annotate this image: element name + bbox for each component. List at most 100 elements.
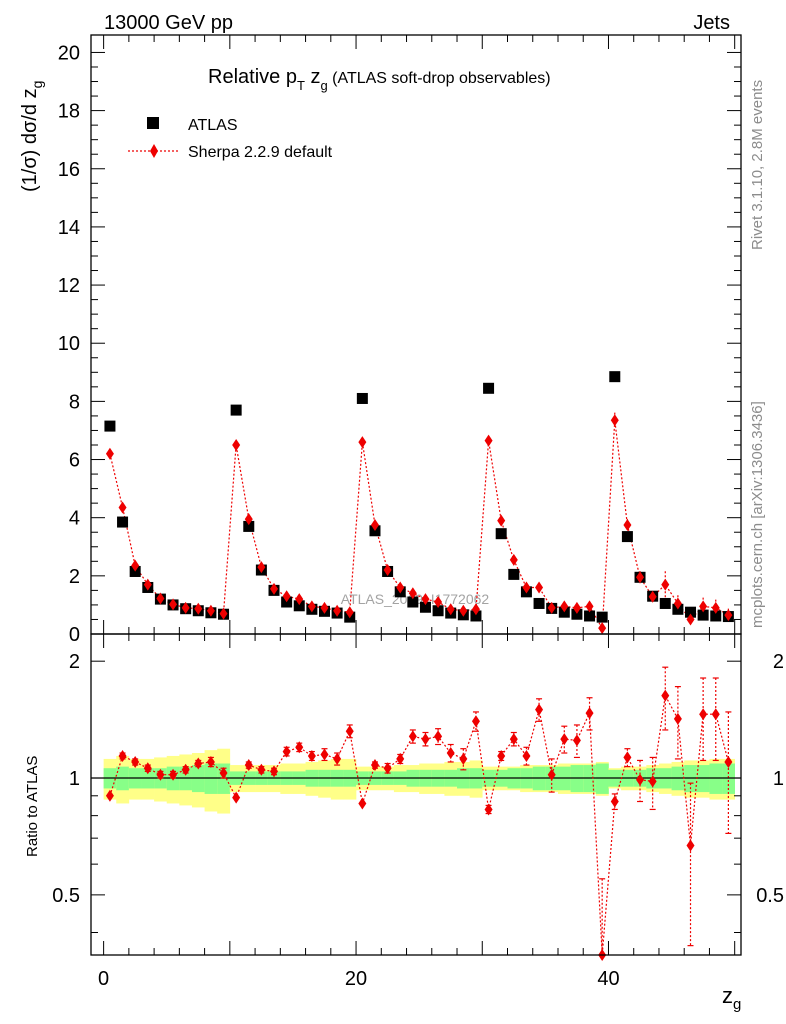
sherpa-point (131, 559, 140, 572)
ratio-point (131, 755, 140, 768)
sherpa-point (434, 596, 443, 609)
ratio-point (610, 795, 619, 808)
sherpa-point (169, 598, 178, 611)
main-ylabel: (1/σ) dσ/d zg (19, 81, 45, 192)
sherpa-point (282, 590, 291, 603)
ratio-point (181, 763, 190, 776)
ratio-point (673, 712, 682, 725)
sherpa-point (509, 553, 518, 566)
y-tick-label: 10 (58, 333, 80, 355)
atlas-point (596, 611, 608, 623)
sherpa-point (156, 592, 165, 605)
ratio-point (194, 757, 203, 770)
y-tick-label: 14 (58, 217, 80, 239)
x-tick-label: 0 (98, 968, 109, 990)
sherpa-point (522, 581, 531, 594)
atlas-point (407, 596, 419, 608)
ratio-point (333, 752, 342, 765)
sherpa-point (661, 578, 670, 591)
sherpa-point (295, 593, 304, 606)
atlas-point (609, 371, 621, 383)
ratio-point (206, 755, 215, 768)
ratio-y-tick-label: 1 (69, 768, 80, 790)
atlas-point (104, 420, 116, 432)
ratio-point (648, 775, 657, 788)
ratio-y-tick-label-right: 2 (773, 651, 784, 673)
ratio-point (295, 741, 304, 754)
x-tick-label: 40 (597, 968, 619, 990)
rivet-label: Rivet 3.1.10, 2.8M events (749, 80, 766, 250)
sherpa-point (711, 601, 720, 614)
y-tick-label: 0 (69, 624, 80, 646)
ratio-point (156, 768, 165, 781)
atlas-point (685, 606, 697, 618)
ratio-point (686, 839, 695, 852)
ratio-point (699, 708, 708, 721)
y-tick-label: 18 (58, 101, 80, 123)
atlas-point (243, 520, 255, 532)
main-panel: 0 2 4 6 8 10 12 14 16 18 20 (58, 34, 742, 646)
y-tick-label: 16 (58, 159, 80, 181)
ratio-panel: 0 20 40 0.5 0.5 1 1 2 2 (52, 633, 784, 990)
ratio-point (219, 767, 228, 780)
ratio-point (711, 708, 720, 721)
legend-label-atlas: ATLAS (188, 117, 238, 134)
sherpa-point (206, 604, 215, 617)
atlas-point (230, 404, 242, 416)
header-right: Jets (693, 12, 730, 34)
ratio-point (572, 734, 581, 747)
sherpa-point (345, 606, 354, 619)
sherpa-point (497, 514, 506, 527)
atlas-point (483, 382, 495, 394)
sherpa-point (232, 438, 241, 451)
ratio-point (560, 733, 569, 746)
ratio-point (408, 730, 417, 743)
header-left: 13000 GeV pp (104, 12, 233, 34)
ratio-point (421, 733, 430, 746)
sherpa-point (547, 601, 556, 614)
ratio-point (383, 762, 392, 775)
x-tick-label: 20 (345, 968, 367, 990)
y-tick-label: 8 (69, 391, 80, 413)
ratio-point (585, 707, 594, 720)
ratio-point (434, 730, 443, 743)
atlas-point (432, 605, 444, 617)
sherpa-point (370, 518, 379, 531)
ratio-point (358, 797, 367, 810)
band-inner (722, 763, 735, 794)
sherpa-point (598, 622, 607, 635)
legend-label-sherpa: Sherpa 2.2.9 default (188, 144, 333, 161)
ratio-point (446, 747, 455, 760)
ratio-point (320, 748, 329, 761)
ratio-point (345, 725, 354, 738)
ratio-point (257, 763, 266, 776)
sherpa-point (105, 447, 114, 460)
ratio-point (459, 752, 468, 765)
ratio-point (105, 789, 114, 802)
atlas-point (495, 528, 507, 540)
sherpa-point (333, 604, 342, 617)
band-inner (595, 763, 609, 794)
sherpa-point (459, 604, 468, 617)
ratio-line (109, 693, 729, 956)
sherpa-point (724, 609, 733, 622)
ratio-point (169, 768, 178, 781)
sherpa-point (673, 597, 682, 610)
band-inner (204, 763, 218, 794)
sherpa-point (219, 607, 228, 620)
atlas-point (356, 392, 368, 404)
sherpa-point (408, 587, 417, 600)
ratio-y-tick-label: 0.5 (52, 885, 80, 907)
sherpa-point (143, 578, 152, 591)
ratio-point (547, 768, 556, 781)
sherpa-point (383, 564, 392, 577)
band-inner (709, 763, 723, 794)
ratio-frame (90, 633, 742, 956)
ratio-point (232, 791, 241, 804)
sherpa-point (421, 593, 430, 606)
sherpa-point (636, 571, 645, 584)
ratio-point (484, 803, 493, 816)
ratio-point (270, 765, 279, 778)
ratio-point (118, 749, 127, 762)
legend-marker-sherpa (150, 144, 158, 158)
